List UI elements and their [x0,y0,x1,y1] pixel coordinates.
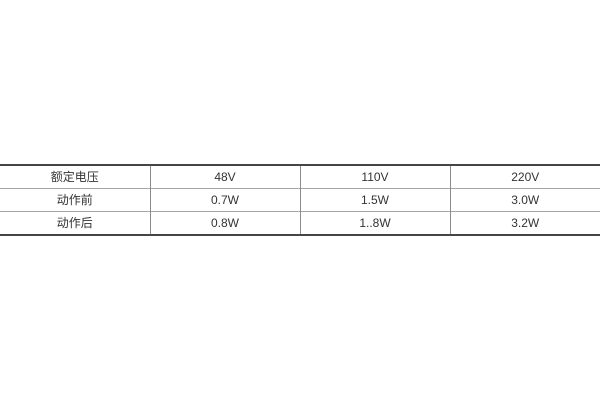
row-label-cell: 动作后 [0,211,151,235]
value-cell: 3.2W [450,211,600,235]
table-row-rated-voltage: 额定电压 48V 110V 220V [0,165,600,189]
table-row-after-operation: 动作后 0.8W 1..8W 3.2W [0,211,600,235]
table-row-before-operation: 动作前 0.7W 1.5W 3.0W [0,188,600,212]
row-label-cell: 动作前 [0,188,151,212]
value-cell: 0.8W [150,211,301,235]
value-cell: 0.7W [150,188,301,212]
value-cell: 48V [150,165,301,189]
spec-table-container: 额定电压 48V 110V 220V 动作前 0.7W 1.5W 3.0W 动作… [0,164,600,236]
value-cell: 1.5W [300,188,451,212]
row-label-cell: 额定电压 [0,165,151,189]
value-cell: 1..8W [300,211,451,235]
value-cell: 110V [300,165,451,189]
value-cell: 3.0W [450,188,600,212]
value-cell: 220V [450,165,600,189]
spec-table: 额定电压 48V 110V 220V 动作前 0.7W 1.5W 3.0W 动作… [0,164,600,236]
